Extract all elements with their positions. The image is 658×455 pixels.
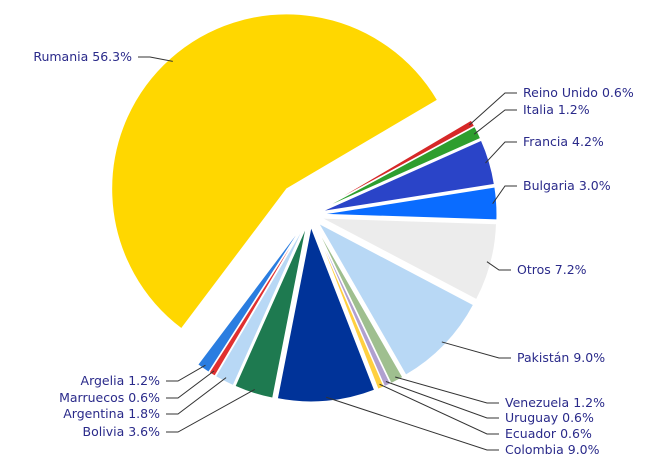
slice-value: 3.0%: [579, 178, 611, 193]
slice-name: Bolivia: [83, 424, 125, 439]
pie-slice: [317, 222, 475, 376]
slice-value: 0.6%: [562, 410, 594, 425]
slice-name: Francia: [523, 134, 568, 149]
slice-label: Francia 4.2%: [523, 134, 604, 149]
leader-line: [469, 92, 517, 126]
slice-label: Marruecos 0.6%: [59, 390, 160, 405]
slice-value: 0.6%: [602, 85, 634, 100]
pie-slice: [197, 224, 304, 373]
pie-slice: [276, 225, 376, 403]
slice-label: Bolivia 3.6%: [83, 424, 161, 439]
pie-slice: [208, 224, 305, 377]
slice-name: Uruguay: [505, 410, 559, 425]
pie-slice: [321, 186, 498, 221]
pie-slice: [321, 139, 495, 213]
slice-label: Italia 1.2%: [523, 102, 590, 117]
leader-line: [166, 377, 227, 415]
slice-name: Reino Unido: [523, 85, 598, 100]
slice-name: Pakistán: [517, 350, 569, 365]
slice-name: Italia: [523, 102, 554, 117]
leader-line: [138, 56, 173, 62]
slice-name: Ecuador: [505, 426, 557, 441]
slice-label: Pakistán 9.0%: [517, 350, 605, 365]
slice-value: 1.2%: [128, 373, 160, 388]
leader-line: [166, 364, 206, 382]
slice-name: Argelia: [81, 373, 125, 388]
leader-line: [379, 383, 499, 435]
slice-value: 3.6%: [128, 424, 160, 439]
leader-line: [486, 261, 511, 271]
slice-value: 56.3%: [92, 49, 132, 64]
slice-name: Colombia: [505, 442, 564, 455]
pie-slice: [320, 125, 482, 211]
slice-name: Venezuela: [505, 395, 569, 410]
leader-line: [395, 376, 499, 404]
slice-value: 0.6%: [560, 426, 592, 441]
slice-name: Bulgaria: [523, 178, 575, 193]
slice-label: Venezuela 1.2%: [505, 395, 605, 410]
leader-line: [441, 341, 511, 359]
slice-name: Rumania: [33, 49, 88, 64]
slice-label: Ecuador 0.6%: [505, 426, 592, 441]
leader-line: [492, 185, 517, 204]
slice-label: Argentina 1.8%: [63, 406, 160, 421]
slice-value: 9.0%: [573, 350, 605, 365]
slice-label: Colombia 9.0%: [505, 442, 600, 455]
slice-label: Rumania 56.3%: [33, 49, 132, 64]
slice-value: 7.2%: [555, 262, 587, 277]
pie-slice: [111, 13, 439, 330]
slice-value: 9.0%: [568, 442, 600, 455]
pie-slice: [214, 225, 305, 387]
leader-line: [166, 370, 215, 399]
pie-slice: [321, 217, 498, 301]
slice-value: 4.2%: [572, 134, 604, 149]
leader-line: [166, 389, 255, 433]
slice-label: Argelia 1.2%: [81, 373, 161, 388]
slice-label: Otros 7.2%: [517, 262, 587, 277]
leader-line: [326, 396, 499, 451]
slice-label: Uruguay 0.6%: [505, 410, 594, 425]
slice-value: 1.8%: [128, 406, 160, 421]
pie-slice: [234, 226, 307, 399]
slice-name: Otros: [517, 262, 551, 277]
leader-line: [385, 381, 499, 419]
leader-line: [473, 109, 517, 135]
slice-name: Argentina: [63, 406, 124, 421]
slice-value: 1.2%: [558, 102, 590, 117]
slice-name: Marruecos: [59, 390, 124, 405]
leader-line: [485, 141, 517, 164]
pie-slice: [320, 119, 476, 210]
slice-label: Bulgaria 3.0%: [523, 178, 611, 193]
slice-value: 1.2%: [573, 395, 605, 410]
slice-value: 0.6%: [128, 390, 160, 405]
slice-label: Reino Unido 0.6%: [523, 85, 634, 100]
